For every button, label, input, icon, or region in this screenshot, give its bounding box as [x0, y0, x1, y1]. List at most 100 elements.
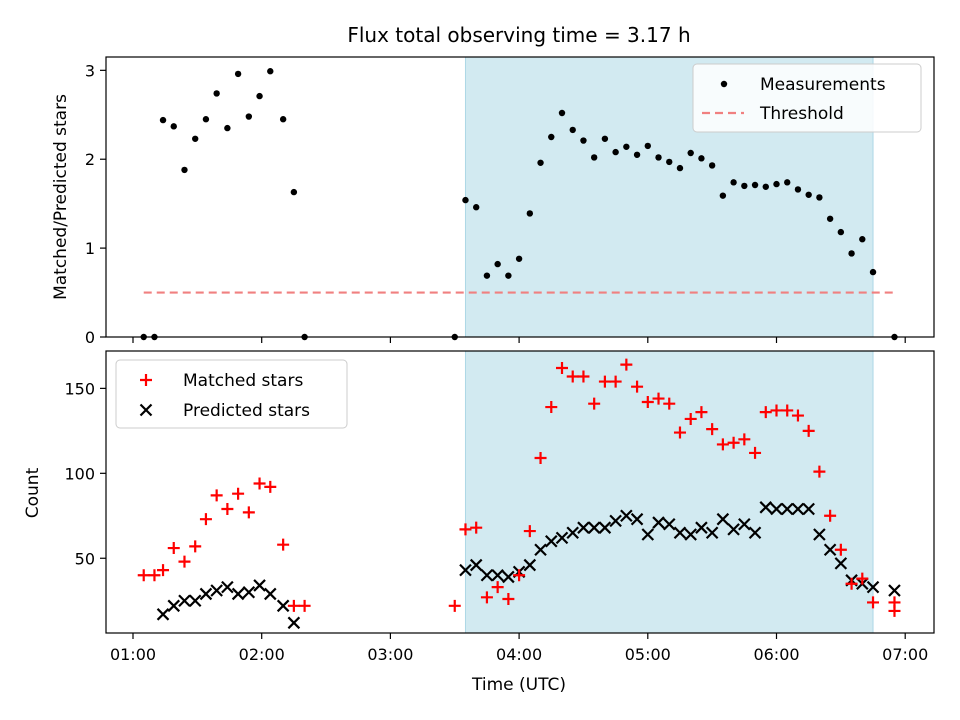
measurement-point	[666, 158, 673, 166]
matched-stars-point	[834, 543, 847, 556]
matched-stars-point	[759, 406, 772, 419]
legend-matched-marker	[140, 374, 152, 386]
predicted-stars-point	[156, 608, 170, 621]
predicted-stars-point	[566, 526, 580, 540]
predicted-stars-point	[662, 517, 676, 531]
predicted-stars-point	[748, 526, 762, 540]
matched-stars-point	[867, 596, 880, 609]
predicted-stars-point	[231, 587, 245, 601]
measurement-point	[192, 135, 199, 142]
predicted-stars-point	[287, 616, 301, 630]
predicted-stars-point	[652, 516, 665, 529]
measurement-point	[202, 116, 210, 123]
x-tick-label: 05:00	[625, 645, 671, 664]
matched-stars-point	[663, 397, 676, 410]
measurement-point	[741, 182, 748, 190]
legend-predicted-label: Predicted stars	[183, 401, 310, 421]
measurement-point	[580, 137, 587, 144]
predicted-stars-point	[620, 509, 633, 523]
top-y-tick-label: 2	[85, 150, 95, 169]
measurement-point	[601, 135, 609, 142]
measurement-point	[719, 192, 727, 199]
matched-stars-point	[770, 404, 783, 417]
measurement-point	[730, 179, 737, 186]
predicted-stars-point	[866, 580, 880, 594]
matched-stars-point	[577, 370, 590, 383]
measurement-point	[848, 250, 855, 257]
x-tick-label: 04:00	[496, 645, 542, 664]
predicted-stars-point	[823, 543, 837, 557]
predicted-stars-point	[491, 568, 504, 582]
matched-stars-point	[523, 525, 536, 538]
matched-stars-point	[813, 465, 826, 478]
bottom-shaded-region	[464, 350, 874, 634]
matched-stars-point	[631, 380, 644, 393]
predicted-stars-point	[716, 512, 730, 526]
predicted-stars-point	[888, 584, 901, 597]
predicted-stars-point	[555, 531, 569, 545]
chart-title: Flux total observing time = 3.17 h	[347, 23, 690, 47]
predicted-stars-point	[738, 517, 751, 531]
x-tick-label: 01:00	[110, 645, 156, 664]
matched-stars-point	[277, 538, 290, 551]
matched-stars-point	[253, 477, 266, 490]
matched-stars-point	[199, 513, 212, 526]
matched-stars-point	[137, 569, 150, 582]
matched-stars-point	[189, 540, 202, 553]
measurement-point	[762, 183, 769, 190]
predicted-stars-point	[502, 570, 515, 584]
predicted-stars-point	[253, 579, 266, 592]
top-y-tick-label: 0	[85, 328, 95, 347]
predicted-stars-point	[673, 526, 687, 540]
matched-stars-point	[781, 404, 794, 417]
matched-stars-point	[210, 489, 223, 502]
measurement-point	[159, 116, 167, 124]
measurement-point	[623, 143, 630, 150]
matched-stars-point	[652, 392, 665, 405]
measurement-point	[869, 268, 877, 276]
legend-matched-label: Matched stars	[183, 371, 303, 391]
predicted-stars-point	[770, 502, 783, 516]
matched-stars-point	[178, 555, 191, 568]
measurement-point	[784, 179, 791, 186]
measurement-point	[483, 272, 491, 279]
top-panel: 0 1 2 3 Matched/Predicted stars Measurement…	[51, 56, 935, 347]
measurement-point	[816, 194, 823, 201]
measurement-point	[279, 116, 287, 123]
predicted-stars-point	[813, 528, 826, 541]
measurement-point	[213, 90, 220, 97]
predicted-stars-point	[480, 568, 494, 582]
top-legend: Measurements Threshold	[692, 63, 922, 133]
top-plot-frame	[105, 56, 935, 338]
predicted-stars-point	[469, 558, 483, 572]
bottom-plot-frame	[105, 350, 935, 634]
matched-stars-point	[157, 564, 170, 577]
measurement-point	[224, 124, 231, 132]
predicted-stars-point	[587, 521, 601, 534]
predicted-stars-point	[242, 585, 256, 599]
predicted-stars-point	[523, 558, 537, 572]
matched-stars-point	[684, 412, 697, 425]
x-tick-label: 07:00	[882, 645, 928, 664]
measurement-point	[805, 191, 812, 198]
predicted-stars-point	[221, 580, 234, 594]
matched-stars-point	[738, 433, 751, 446]
predicted-stars-point	[630, 512, 644, 526]
predicted-stars-point	[276, 599, 290, 613]
matched-stars-point	[264, 480, 277, 493]
matched-stars-point	[856, 572, 869, 585]
measurement-point	[751, 181, 759, 189]
matched-stars-point	[641, 395, 654, 408]
matched-stars-point	[221, 502, 234, 515]
predicted-stars-point	[684, 528, 697, 541]
matched-stars-point	[791, 409, 804, 422]
measurement-point	[837, 228, 845, 236]
measurement-point	[590, 154, 598, 161]
predicted-stars-point	[544, 534, 558, 548]
matched-stars-point	[148, 569, 161, 582]
bottom-legend-box	[115, 359, 348, 429]
x-tick-label: 03:00	[367, 645, 413, 664]
matched-stars-point	[727, 436, 740, 449]
matched-stars-point	[749, 446, 762, 459]
predicted-stars-point	[199, 587, 213, 601]
